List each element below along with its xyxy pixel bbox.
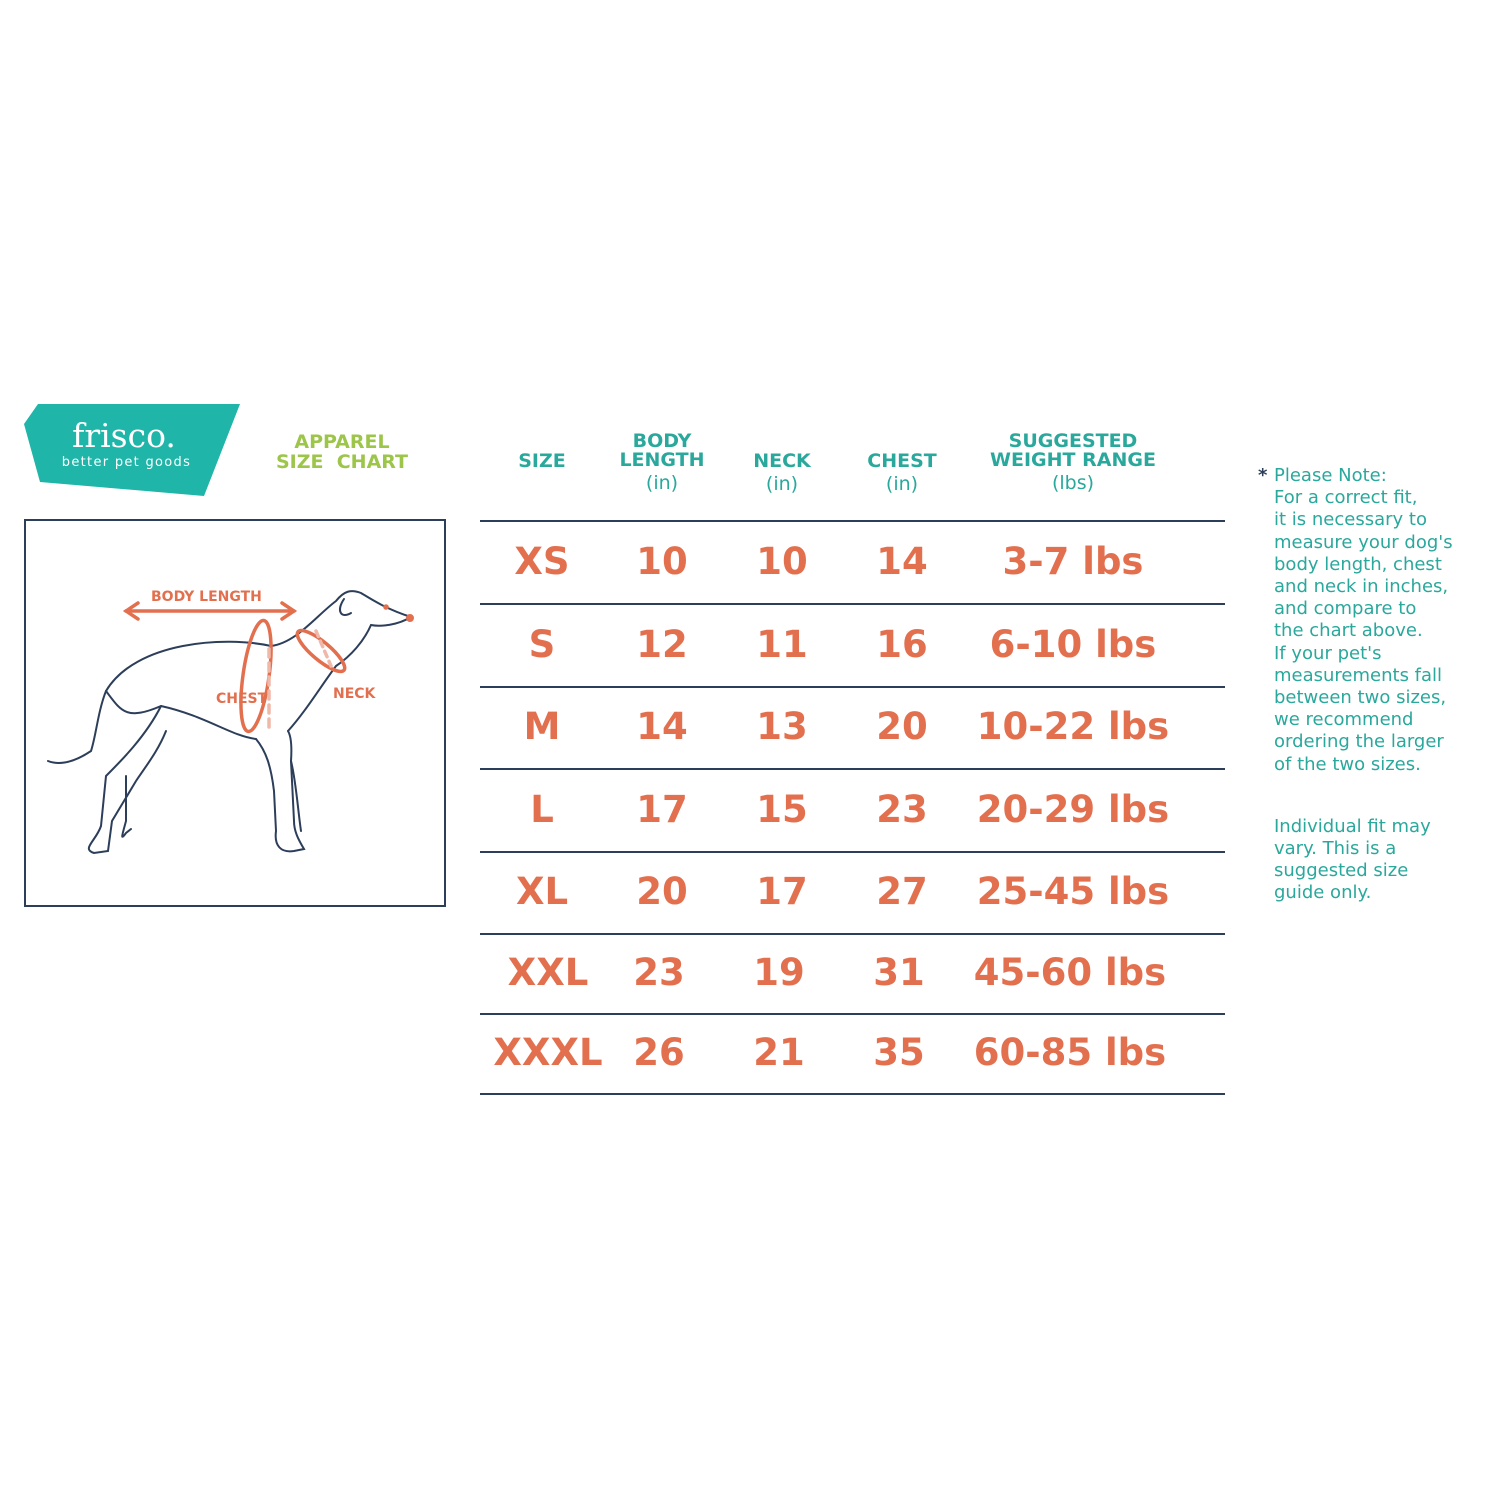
row-divider (480, 1013, 1225, 1015)
row-divider (480, 686, 1225, 688)
column-header: CHEST (in) (802, 452, 1002, 494)
column-header: SIZE (442, 452, 642, 471)
neck-label: NECK (333, 686, 376, 702)
row-divider (480, 851, 1225, 853)
value-cell: 27 (876, 870, 928, 913)
value-cell: 17 (756, 870, 808, 913)
row-divider (480, 520, 1225, 522)
body-length-label: BODY LENGTH (151, 589, 262, 605)
value-cell: 10 (756, 539, 808, 583)
size-cell: S (528, 622, 556, 666)
column-header-unit: (in) (885, 473, 919, 495)
value-cell: 45-60 lbs (973, 951, 1167, 994)
value-cell: 10-22 lbs (976, 705, 1170, 748)
dog-illustration (47, 590, 414, 855)
chart-title: APPAREL SIZE CHART (262, 432, 422, 472)
note-paragraph-2: Individual fit may vary. This is a sugge… (1274, 815, 1431, 904)
size-cell: M (523, 705, 561, 748)
column-header-label: BODY LENGTH (619, 430, 705, 471)
value-cell: 25-45 lbs (976, 870, 1170, 913)
column-header: NECK (in) (682, 452, 882, 494)
column-header-label: NECK (753, 450, 811, 472)
column-header-label: SIZE (518, 450, 566, 472)
value-cell: 26 (633, 1031, 685, 1074)
logo-badge-shape (24, 404, 240, 496)
value-cell: 20 (636, 870, 688, 913)
value-cell: 23 (633, 951, 685, 994)
row-divider (480, 933, 1225, 935)
value-cell: 21 (753, 1031, 805, 1074)
column-header: BODY LENGTH (in) (562, 432, 762, 493)
value-cell: 17 (636, 787, 688, 831)
neck-loop-arrow (295, 628, 347, 674)
value-cell: 19 (753, 951, 805, 994)
size-cell: XS (514, 539, 570, 583)
asterisk: * (1258, 465, 1268, 486)
column-header-label: SUGGESTED WEIGHT RANGE (990, 430, 1156, 471)
row-divider (480, 603, 1225, 605)
size-cell: XL (515, 870, 569, 913)
chest-label: CHEST (216, 691, 268, 707)
title-line-2: SIZE CHART (275, 451, 409, 473)
row-divider (480, 1093, 1225, 1095)
value-cell: 6-10 lbs (989, 622, 1157, 666)
column-header-label: CHEST (867, 450, 937, 472)
title-line-1: APPAREL (294, 431, 390, 453)
value-cell: 20-29 lbs (976, 787, 1170, 831)
value-cell: 60-85 lbs (973, 1031, 1167, 1074)
column-header-unit: (in) (765, 473, 799, 495)
note-paragraph-1: Please Note: For a correct fit, it is ne… (1274, 465, 1453, 775)
logo-tagline: better pet goods (61, 455, 192, 470)
value-cell: 35 (873, 1031, 925, 1074)
value-cell: 12 (636, 622, 688, 666)
body-length-arrow (122, 601, 298, 621)
value-cell: 14 (636, 705, 688, 748)
value-cell: 15 (756, 787, 808, 831)
value-cell: 23 (876, 787, 928, 831)
value-cell: 11 (756, 622, 808, 666)
value-cell: 10 (636, 539, 688, 583)
column-header: SUGGESTED WEIGHT RANGE (lbs) (973, 432, 1173, 493)
column-header-unit: (lbs) (1051, 472, 1095, 494)
value-cell: 31 (873, 951, 925, 994)
value-cell: 14 (876, 539, 928, 583)
column-header-unit: (in) (645, 472, 679, 494)
value-cell: 13 (756, 705, 808, 748)
dog-measurement-diagram: BODY LENGTH CHEST NECK (24, 519, 446, 907)
logo-name: frisco. (72, 416, 176, 455)
chest-loop-arrow (239, 618, 273, 734)
size-cell: XXXL (493, 1031, 603, 1074)
frisco-logo: frisco. better pet goods (24, 404, 240, 496)
fit-note: * Please Note: For a correct fit, it is … (1258, 465, 1488, 905)
value-cell: 20 (876, 705, 928, 748)
row-divider (480, 768, 1225, 770)
size-cell: XXL (507, 951, 589, 994)
value-cell: 16 (876, 622, 928, 666)
size-cell: L (530, 787, 554, 831)
value-cell: 3-7 lbs (1002, 539, 1144, 583)
